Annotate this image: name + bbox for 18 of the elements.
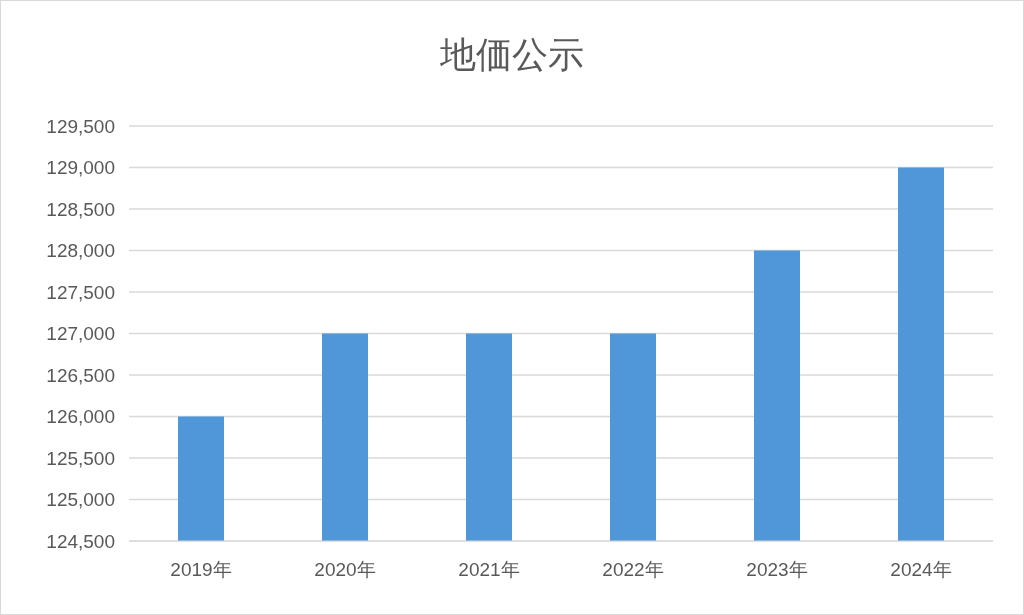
y-tick-label: 125,000 — [46, 489, 115, 511]
y-tick-label: 127,500 — [46, 281, 115, 303]
x-tick-label: 2021年 — [458, 559, 520, 581]
y-tick-label: 128,000 — [46, 240, 115, 262]
y-tick-label: 129,500 — [46, 115, 115, 137]
x-tick-label: 2023年 — [746, 559, 808, 581]
x-tick-label: 2022年 — [602, 559, 664, 581]
x-tick-label: 2024年 — [890, 559, 952, 581]
x-tick-label: 2019年 — [170, 559, 232, 581]
x-tick-label: 2020年 — [314, 559, 376, 581]
y-tick-label: 125,500 — [46, 447, 115, 469]
y-tick-label: 126,500 — [46, 364, 115, 386]
y-tick-label: 124,500 — [46, 530, 115, 552]
y-tick-label: 127,000 — [46, 323, 115, 345]
chart-title: 地価公示 — [439, 33, 585, 77]
y-tick-label: 126,000 — [46, 406, 115, 428]
y-tick-label: 129,000 — [46, 157, 115, 179]
y-tick-label: 128,500 — [46, 198, 115, 220]
